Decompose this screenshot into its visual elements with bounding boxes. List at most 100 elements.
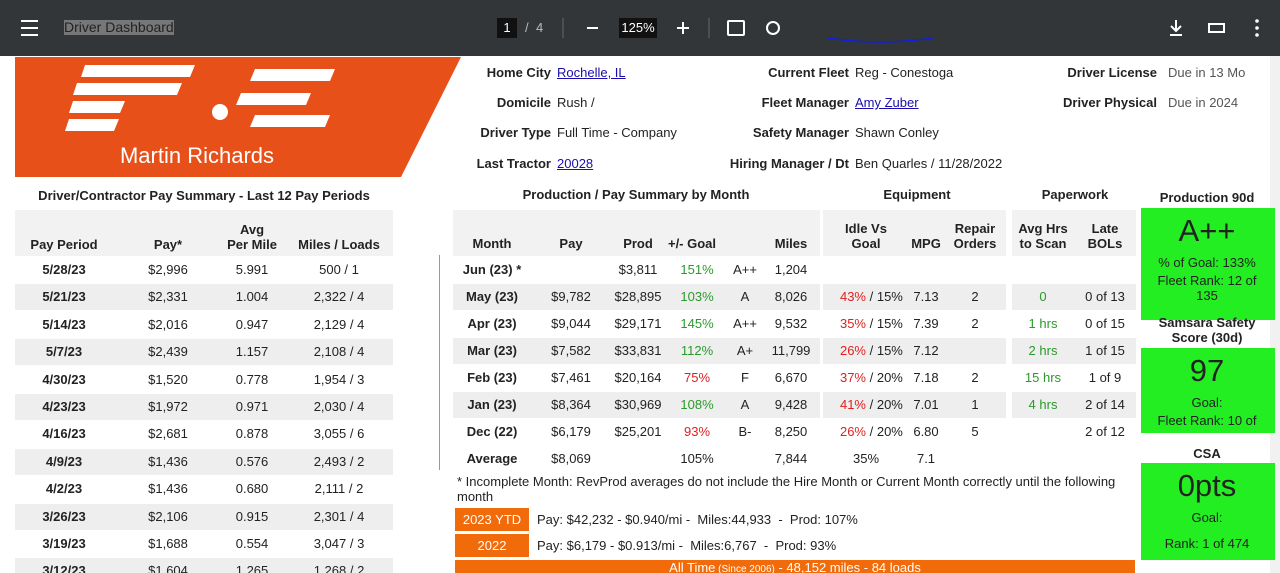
cell: 7.39	[913, 316, 939, 331]
column-header: +/- Goal	[667, 236, 717, 251]
row-bg	[15, 339, 393, 366]
cell: $2,331	[148, 289, 188, 305]
summary-text: Pay: $42,232 - $0.940/mi - Miles:44,933 …	[537, 512, 858, 527]
cell: 1	[971, 397, 979, 412]
field-label: Driver Type	[480, 125, 551, 140]
cell: 7.12	[913, 343, 939, 358]
column-header: Idle Vs Goal	[845, 221, 887, 251]
cell: 4/16/23	[42, 426, 86, 442]
summary-text: Pay: $6,179 - $0.913/mi - Miles:6,767 - …	[537, 538, 837, 553]
cell: May (23)	[465, 289, 519, 304]
average-cell: 7.1	[916, 451, 936, 466]
cell-idle: 37%	[839, 370, 866, 385]
summary-label-bg	[455, 508, 529, 531]
cell: B-	[738, 424, 752, 439]
cell: $1,520	[148, 371, 188, 387]
summary-label: 2022	[477, 538, 507, 553]
cell: A	[740, 397, 750, 412]
cell: 5	[971, 424, 979, 439]
cell: 500 / 1	[319, 262, 359, 277]
score-box	[1141, 208, 1275, 320]
cell: 0.680	[235, 481, 269, 497]
toolbar-icons	[21, 18, 1259, 43]
score-big: 97	[1189, 353, 1225, 388]
field-value[interactable]: 20028	[557, 156, 594, 171]
column-header: Pay	[559, 236, 583, 251]
cell: Apr (23)	[467, 316, 517, 331]
cell: 8,026	[774, 289, 808, 304]
cell: $7,582	[551, 343, 591, 358]
cell-idle-goal: / 20%	[866, 370, 903, 385]
all-time-rest: - 48,152 miles - 84 loads	[774, 560, 921, 573]
group-title: Equipment	[883, 187, 951, 202]
print-icon[interactable]	[1208, 23, 1225, 33]
cell: $9,782	[551, 289, 591, 304]
field-label: Driver Physical	[1063, 95, 1157, 110]
cell: 7.13	[913, 289, 939, 304]
cell: 5/7/23	[45, 344, 83, 360]
cell: Mar (23)	[467, 343, 517, 358]
field-value: Rush /	[557, 95, 595, 110]
summary-label: 2023 YTD	[462, 512, 522, 527]
field-label: Last Tractor	[476, 156, 551, 171]
page-sep: /	[525, 20, 529, 35]
cell: 6,670	[774, 370, 808, 385]
cell: 6.80	[913, 424, 939, 439]
field-value[interactable]: Amy Zuber	[855, 95, 919, 110]
row-bg	[453, 338, 820, 364]
cell: 11,799	[771, 343, 811, 358]
cell-idle: 35%	[839, 316, 866, 331]
cell: 1 hrs	[1028, 316, 1058, 331]
score-big: 0pts	[1177, 468, 1237, 503]
row-bg	[15, 558, 393, 573]
cell: 9,428	[774, 397, 808, 412]
field-value: Due in 2024	[1168, 95, 1239, 110]
score-box	[1141, 463, 1275, 560]
menu-icon[interactable]	[21, 20, 38, 36]
cell: $1,436	[148, 481, 188, 497]
cell: 5/28/23	[42, 262, 86, 277]
cell: $28,895	[614, 289, 662, 304]
fit-icon[interactable]	[727, 20, 745, 36]
average-cell: 105%	[680, 451, 714, 466]
zoom-level: 125%	[621, 20, 655, 35]
score-line: Goal:	[1191, 395, 1223, 410]
download-icon[interactable]	[1170, 20, 1182, 36]
cell: $6,179	[551, 424, 591, 439]
cell: 4/9/23	[45, 453, 83, 469]
cell: 1 of 15	[1085, 343, 1125, 358]
all-time-start: All Time	[669, 560, 716, 573]
doc-title: Driver Dashboard	[64, 19, 174, 35]
divider	[439, 255, 440, 470]
field-value: Shawn Conley	[855, 125, 939, 140]
field-value: Reg - Conestoga	[855, 65, 954, 80]
cell: 103%	[680, 289, 714, 304]
cell: 0.576	[235, 453, 269, 469]
cell: $2,681	[148, 426, 188, 442]
cell: 3,055 / 6	[313, 426, 365, 442]
field-label: Domicile	[496, 95, 551, 110]
cell: 4 hrs	[1028, 397, 1058, 412]
rotate-icon[interactable]	[766, 21, 780, 35]
cell: A++	[733, 316, 757, 331]
cell: 2	[971, 370, 979, 385]
cell: $1,604	[148, 563, 188, 573]
cell: 4/23/23	[42, 399, 86, 414]
cell: $7,461	[551, 370, 591, 385]
column-header: Miles / Loads	[298, 237, 380, 252]
cell: 2,030 / 4	[313, 399, 365, 414]
zoom-in[interactable]	[677, 22, 689, 34]
field-label: Hiring Manager / Dt	[729, 156, 849, 171]
cell: 1,268 / 2	[313, 563, 365, 573]
row-bg	[823, 284, 1006, 310]
cell: 7.18	[913, 370, 939, 385]
cell: $9,044	[551, 316, 591, 331]
row-bg	[15, 448, 393, 475]
field-value: Full Time - Company	[557, 125, 677, 140]
row-bg	[1012, 284, 1136, 310]
cell: A++	[733, 262, 757, 277]
cell: 2,108 / 4	[313, 344, 365, 360]
cell-idle-goal: / 15%	[866, 343, 903, 358]
row-bg	[15, 284, 393, 311]
field-value[interactable]: Rochelle, IL	[557, 65, 626, 80]
